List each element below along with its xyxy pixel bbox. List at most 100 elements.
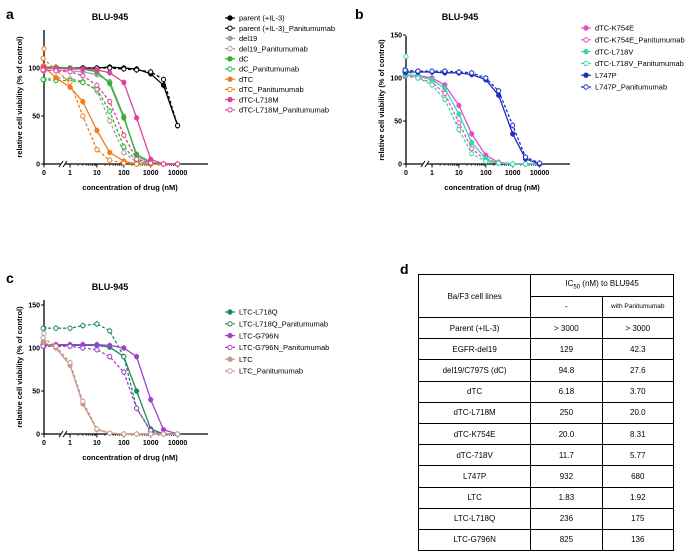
- legend-label: dTC-L718V: [595, 47, 633, 56]
- data-point: [121, 79, 127, 86]
- legend-label: dTC-L718V_Panitumumab: [595, 59, 684, 68]
- data-point: [107, 342, 113, 349]
- data-point: [40, 325, 46, 331]
- legend-marker: [583, 48, 589, 55]
- legend-marker: [227, 321, 233, 327]
- series-line: [43, 323, 178, 435]
- x-tick-label: 10: [93, 440, 101, 447]
- legend-marker: [227, 66, 233, 72]
- data-point: [496, 88, 502, 94]
- data-point: [121, 144, 127, 150]
- data-point: [67, 325, 73, 331]
- data-point: [41, 46, 47, 52]
- table-cell-minus: 250: [530, 401, 603, 424]
- legend-entry: dTC-L718V_Panitumumab: [581, 59, 684, 68]
- data-point: [175, 431, 181, 437]
- panel-label-d: d: [400, 261, 409, 277]
- data-point: [522, 161, 529, 167]
- legend-label: del19_Panitumumab: [239, 44, 308, 53]
- y-tick-label: 0: [398, 162, 402, 169]
- x-tick-label: 100: [480, 170, 492, 177]
- data-point: [483, 75, 489, 81]
- legend-marker: [227, 45, 233, 52]
- legend-label: dC_Panitumumab: [239, 65, 299, 74]
- data-point: [429, 68, 435, 74]
- row-header-cell: Ba/F3 cell lines: [417, 274, 532, 318]
- data-point: [80, 398, 86, 404]
- series-ltc-panitumumab: [40, 330, 181, 437]
- ic50-table: Ba/F3 cell lines IC50 (nM) to BLU945 - w…: [417, 274, 675, 551]
- data-point: [148, 431, 154, 437]
- data-point: [67, 343, 73, 349]
- axis-break-mark: [424, 160, 430, 168]
- table-row: dTC-L718M 250 20.0: [417, 401, 675, 424]
- data-point: [456, 69, 462, 75]
- table-cell-with: 27.6: [601, 359, 675, 382]
- data-point: [107, 149, 113, 156]
- legend-marker: [583, 60, 589, 67]
- figure: { "chart_data": [ { "type": "line", "pan…: [6, 6, 685, 551]
- legend-entry: dC_Panitumumab: [225, 65, 299, 74]
- data-point: [53, 343, 59, 349]
- data-point: [121, 354, 127, 360]
- axis-break-mark: [420, 160, 426, 168]
- table-cell-minus: 1.83: [530, 486, 603, 509]
- legend-entry: parent (+IL-3)_Panitumumab: [225, 24, 335, 33]
- table-cell-cell_line: LTC: [417, 486, 532, 509]
- data-point: [53, 325, 59, 331]
- legend-label: LTC-G796N: [239, 331, 279, 340]
- data-point: [94, 82, 100, 88]
- x-tick-label: 1000: [143, 440, 159, 447]
- y-tick-label: 100: [390, 76, 402, 83]
- legend-label: dTC-K754E: [595, 24, 634, 33]
- data-point: [148, 397, 154, 403]
- data-point: [80, 79, 86, 86]
- legend-marker: [583, 37, 589, 43]
- data-point: [429, 77, 435, 83]
- legend-entry: dTC-L718M_Panitumumab: [225, 106, 329, 115]
- x-tick-label: 0: [42, 440, 46, 447]
- data-point: [160, 76, 167, 83]
- table-row: Parent (+IL-3) > 3000 > 3000: [417, 316, 675, 340]
- legend-marker: [227, 107, 233, 113]
- data-point: [107, 157, 113, 163]
- table-cell-cell_line: Parent (+IL-3): [417, 316, 532, 340]
- legend-label: dC: [239, 55, 249, 64]
- x-tick-label: 1: [68, 170, 72, 177]
- legend-label: LTC_Panitumumab: [239, 367, 303, 376]
- data-point: [121, 160, 127, 166]
- x-axis-label: concentration of drug (nM): [82, 453, 178, 462]
- y-tick-label: 150: [390, 33, 402, 40]
- table-cell-minus: 20.0: [530, 422, 603, 446]
- table-row: LTC 1.83 1.92: [417, 486, 675, 509]
- data-point: [469, 131, 475, 137]
- data-point: [107, 108, 113, 114]
- y-tick-label: 0: [36, 432, 40, 439]
- data-point: [403, 53, 409, 60]
- panel-label: a: [6, 6, 14, 22]
- data-point: [175, 123, 181, 129]
- legend-marker: [227, 332, 233, 339]
- series-line: [43, 76, 178, 165]
- x-tick-label: 10000: [168, 440, 188, 447]
- chart-panel-b: b BLU-945 0 50 100 150 0 1 10 100 1000 10000 concent…: [355, 6, 685, 192]
- legend-label: LTC-L718Q_Panitumumab: [239, 320, 328, 329]
- data-point: [80, 323, 86, 329]
- x-tick-label: 1000: [505, 170, 521, 177]
- legend-entry: LTC_Panitumumab: [225, 367, 303, 376]
- chart-title: BLU-945: [442, 12, 479, 22]
- data-point: [80, 345, 86, 351]
- data-point: [510, 131, 516, 137]
- data-point: [107, 118, 113, 124]
- data-point: [41, 330, 47, 336]
- data-point: [134, 354, 140, 360]
- data-point: [510, 122, 516, 128]
- data-point: [107, 70, 113, 76]
- x-tick-label: 100: [118, 440, 130, 447]
- axis-break-mark: [62, 430, 68, 438]
- legend-label: dTC-L718M_Panitumumab: [239, 106, 329, 115]
- y-axis-label: relative cell viability (% of control): [15, 306, 24, 428]
- data-point: [107, 354, 113, 360]
- legend-entry: LTC-G796N_Panitumumab: [225, 343, 329, 352]
